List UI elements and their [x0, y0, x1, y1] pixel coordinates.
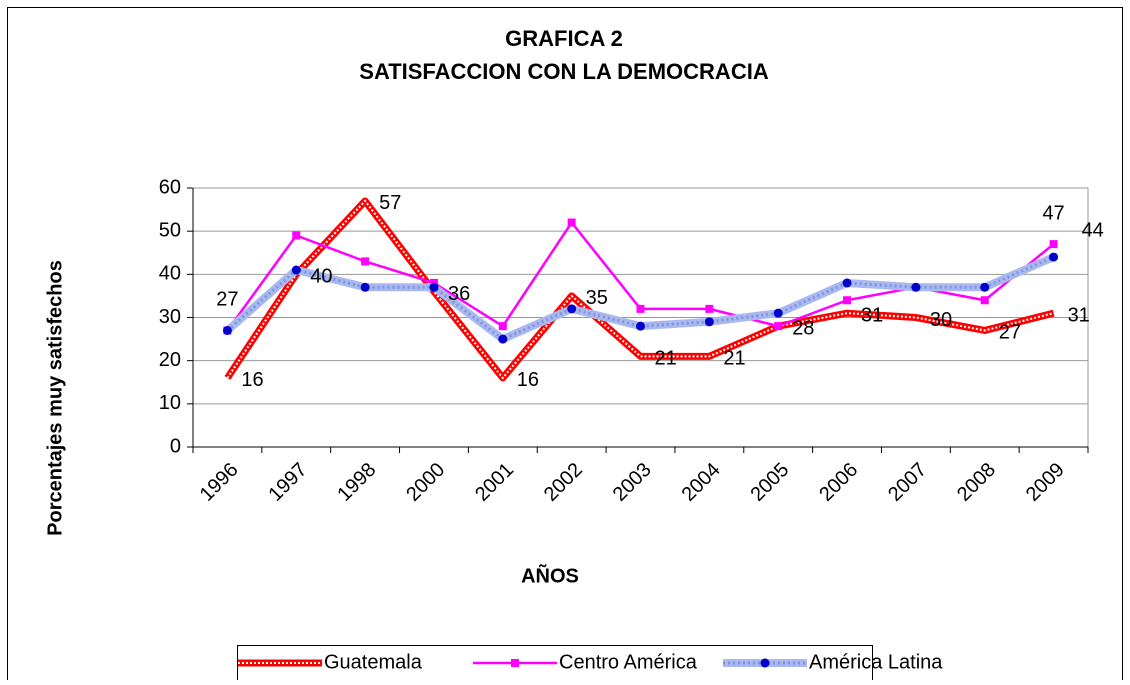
x-axis-label: AÑOS — [521, 564, 579, 587]
data-label: 16 — [517, 369, 539, 391]
y-tick-label: 20 — [159, 349, 181, 371]
marker — [980, 296, 989, 305]
marker — [774, 322, 783, 331]
marker — [636, 321, 645, 331]
data-label: 28 — [792, 317, 814, 339]
data-label: 16 — [241, 369, 263, 391]
marker — [1049, 252, 1059, 262]
marker — [360, 282, 370, 292]
legend-label: América Latina — [809, 651, 943, 673]
legend-label: Centro América — [559, 651, 698, 673]
marker — [1049, 240, 1058, 249]
marker — [291, 265, 301, 275]
data-label: 31 — [861, 304, 883, 326]
marker — [498, 322, 507, 331]
marker — [705, 304, 714, 313]
data-label: 21 — [723, 348, 745, 370]
y-tick-label: 10 — [159, 392, 181, 414]
marker — [429, 282, 439, 292]
data-label: 47 — [1042, 202, 1064, 224]
marker — [842, 278, 852, 288]
marker — [911, 282, 921, 292]
data-label: 35 — [586, 287, 608, 309]
series-line-pattern — [226, 199, 1054, 380]
y-tick-label: 50 — [159, 219, 181, 241]
marker — [567, 218, 576, 227]
marker — [980, 282, 990, 292]
data-label: 31 — [1068, 304, 1090, 326]
y-tick-label: 60 — [159, 176, 181, 198]
data-label: 27 — [216, 289, 238, 311]
marker — [704, 317, 714, 327]
y-tick-label: 40 — [159, 263, 181, 285]
marker — [498, 334, 508, 344]
marker — [567, 304, 577, 314]
data-label: 27 — [999, 322, 1021, 344]
legend-marker — [511, 659, 519, 667]
chart-title: GRAFICA 2 — [505, 26, 623, 51]
legend-marker — [760, 658, 770, 668]
y-axis-label: Porcentajes muy satisfechos — [44, 260, 66, 536]
marker — [636, 304, 645, 313]
marker — [843, 296, 852, 305]
marker — [292, 231, 301, 240]
y-tick-label: 30 — [159, 306, 181, 328]
legend-label: Guatemala — [324, 651, 423, 673]
data-label: 36 — [448, 283, 470, 305]
data-label: 44 — [1082, 219, 1104, 241]
data-label: 21 — [655, 348, 677, 370]
data-label: 57 — [379, 192, 401, 214]
data-label: 40 — [310, 266, 332, 288]
y-tick-label: 0 — [170, 435, 181, 457]
chart-subtitle: SATISFACCION CON LA DEMOCRACIA — [359, 59, 769, 84]
data-label: 30 — [930, 309, 952, 331]
marker — [222, 325, 232, 335]
marker — [361, 257, 370, 266]
marker — [773, 308, 783, 318]
